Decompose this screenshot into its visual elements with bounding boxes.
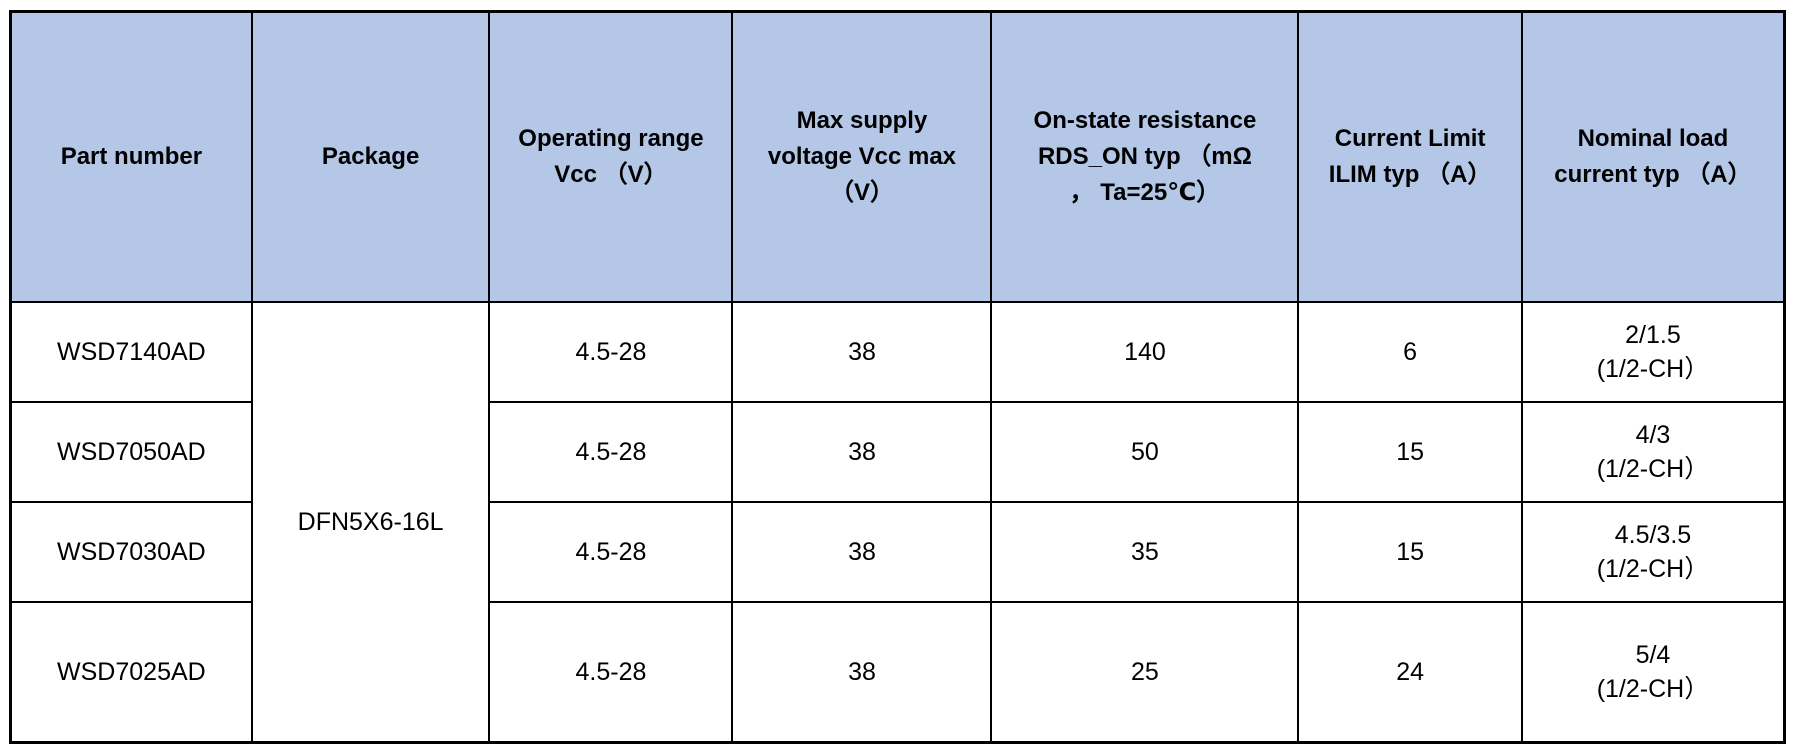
cell-part-number: WSD7140AD: [9, 301, 253, 403]
cell-nominal-load-current: 4/3 (1/2-CH）: [1520, 401, 1786, 503]
header-row: Part number Package Operating range Vcc …: [9, 10, 1786, 303]
cell-operating-range: 4.5-28: [488, 301, 734, 403]
cell-on-state-resistance: 50: [990, 401, 1300, 503]
header-cell-current-limit: Current Limit ILIM typ （A）: [1297, 10, 1523, 303]
cell-operating-range: 4.5-28: [488, 501, 734, 603]
cell-operating-range: 4.5-28: [488, 601, 734, 743]
cell-nominal-load-current: 5/4 (1/2-CH）: [1520, 601, 1786, 743]
header-cell-operating-range: Operating range Vcc （V）: [488, 10, 734, 303]
header-cell-package: Package: [250, 10, 491, 303]
header-cell-max-supply-voltage: Max supply voltage Vcc max （V）: [731, 10, 993, 303]
cell-current-limit: 15: [1297, 401, 1523, 503]
cell-on-state-resistance: 25: [990, 601, 1300, 743]
cell-part-number: WSD7030AD: [9, 501, 253, 603]
cell-part-number: WSD7025AD: [9, 601, 253, 743]
cell-max-supply-voltage: 38: [731, 601, 993, 743]
cell-current-limit: 15: [1297, 501, 1523, 603]
cell-part-number: WSD7050AD: [9, 401, 253, 503]
header-cell-on-state-resistance: On-state resistance RDS_ON typ （mΩ ， Ta=…: [990, 10, 1300, 303]
cell-on-state-resistance: 140: [990, 301, 1300, 403]
table-row: WSD7050AD 4.5-28 38 50 15 4/3 (1/2-CH）: [9, 401, 1786, 503]
table-row: WSD7030AD 4.5-28 38 35 15 4.5/3.5 (1/2-C…: [9, 501, 1786, 603]
cell-operating-range: 4.5-28: [488, 401, 734, 503]
header-cell-nominal-load-current: Nominal load current typ （A）: [1520, 10, 1786, 303]
table-row: WSD7025AD 4.5-28 38 25 24 5/4 (1/2-CH）: [9, 601, 1786, 743]
cell-nominal-load-current: 2/1.5 (1/2-CH）: [1520, 301, 1786, 403]
table-row: WSD7140AD DFN5X6-16L 4.5-28 38 140 6 2/1…: [9, 301, 1786, 743]
cell-on-state-resistance: 35: [990, 501, 1300, 603]
cell-max-supply-voltage: 38: [731, 401, 993, 503]
cell-max-supply-voltage: 38: [731, 301, 993, 403]
header-cell-part-number: Part number: [9, 10, 253, 303]
cell-current-limit: 6: [1297, 301, 1523, 403]
parts-table: Part number Package Operating range Vcc …: [9, 10, 1786, 744]
cell-nominal-load-current: 4.5/3.5 (1/2-CH）: [1520, 501, 1786, 603]
cell-current-limit: 24: [1297, 601, 1523, 743]
cell-package: DFN5X6-16L: [250, 301, 491, 743]
cell-max-supply-voltage: 38: [731, 501, 993, 603]
